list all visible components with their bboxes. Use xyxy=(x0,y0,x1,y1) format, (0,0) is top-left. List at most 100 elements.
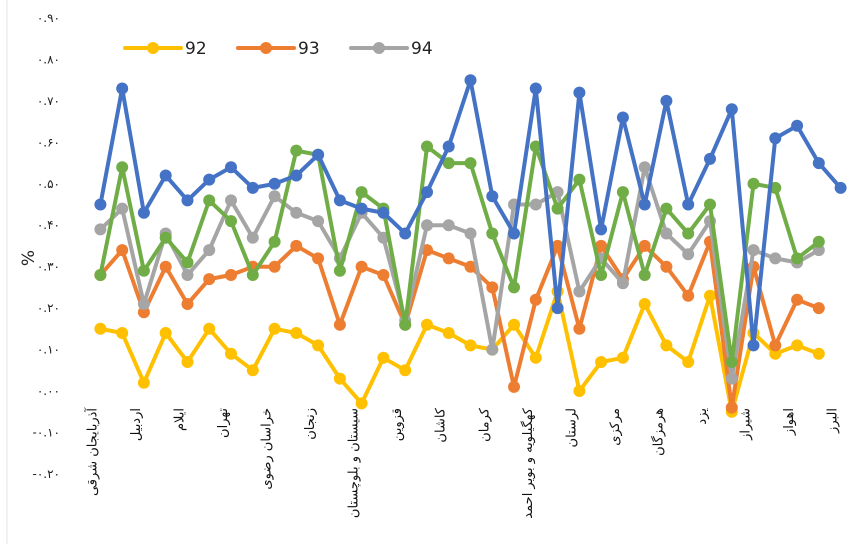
series-93 xyxy=(94,235,825,414)
data-point xyxy=(399,318,412,331)
data-point xyxy=(246,181,259,194)
data-point xyxy=(704,152,716,165)
data-point xyxy=(682,356,695,368)
data-point xyxy=(725,372,738,385)
data-point xyxy=(312,339,325,352)
y-tick-label: -۰.۱۰ xyxy=(33,425,60,439)
data-point xyxy=(638,198,651,211)
x-tick-label: البرز xyxy=(826,408,841,434)
data-point xyxy=(660,227,673,240)
data-point xyxy=(268,235,281,248)
data-point xyxy=(442,327,455,339)
data-point xyxy=(660,202,673,215)
data-point xyxy=(290,206,303,219)
data-point xyxy=(421,186,433,199)
data-point xyxy=(159,231,172,244)
data-point xyxy=(682,227,695,240)
data-point xyxy=(159,260,172,273)
data-point xyxy=(246,231,259,244)
x-tick-label: سیستان و بلوچستان xyxy=(347,408,362,518)
legend-swatch-marker xyxy=(147,42,159,54)
data-point xyxy=(268,260,281,273)
data-point xyxy=(442,252,455,265)
data-point xyxy=(508,281,520,294)
y-tick-label: ۰.۳۰ xyxy=(37,260,60,274)
x-tick-label: یزد xyxy=(695,408,710,425)
data-point xyxy=(355,186,368,199)
data-point xyxy=(812,235,825,248)
data-point xyxy=(812,347,825,360)
data-point xyxy=(399,364,412,377)
data-point xyxy=(225,215,237,228)
legend-label: 93 xyxy=(298,39,320,59)
x-tick-label: اهواز xyxy=(782,408,797,436)
data-point xyxy=(203,322,216,335)
data-point xyxy=(246,269,259,281)
data-point xyxy=(377,206,390,219)
x-tick-label: کرمان xyxy=(477,407,492,442)
data-point xyxy=(704,289,716,302)
data-point xyxy=(769,347,782,360)
data-point xyxy=(225,194,237,207)
data-point xyxy=(616,186,629,199)
data-point xyxy=(333,372,346,385)
series-line xyxy=(98,165,821,381)
data-point xyxy=(682,289,695,302)
data-point xyxy=(508,380,520,393)
y-tick-label: ۰.۲۰ xyxy=(37,301,60,315)
legend-item: 93 xyxy=(236,39,320,59)
data-point xyxy=(312,215,325,228)
data-point xyxy=(638,298,651,310)
data-point xyxy=(94,269,107,281)
data-point xyxy=(159,327,172,339)
data-point xyxy=(595,223,608,236)
data-point xyxy=(181,269,194,281)
data-point xyxy=(159,169,172,182)
x-tick-label: قزوین xyxy=(390,408,405,441)
x-tick-label: کهگیلویه و بویر احمد xyxy=(520,407,536,518)
data-point xyxy=(203,194,216,207)
data-point xyxy=(747,177,760,190)
y-tick-label: ۰.۱۰ xyxy=(37,343,60,357)
data-point xyxy=(442,157,455,170)
data-point xyxy=(573,322,586,335)
data-point xyxy=(834,181,847,194)
data-point xyxy=(573,385,586,397)
series-line xyxy=(98,289,821,414)
x-tick-label: مرکزی xyxy=(608,408,623,446)
x-tick-label: آذربایجان شرقی xyxy=(83,407,100,496)
series-line xyxy=(98,239,821,410)
data-point xyxy=(573,285,586,298)
data-point xyxy=(769,339,782,352)
data-point xyxy=(573,173,586,186)
data-point xyxy=(225,269,237,281)
x-tick-label: لرستان xyxy=(564,408,579,447)
data-point xyxy=(747,339,760,352)
axis-layer: ۰.۹۰ ۰.۸۰ ۰.۷۰ ۰.۶۰ ۰.۵۰ ۰.۴۰ ۰.۳۰ ۰.۲۰ ۰.۱۰ ۰.۰۰… xyxy=(6,0,841,544)
data-point xyxy=(464,260,477,273)
data-point xyxy=(508,227,520,240)
legend-swatch-marker xyxy=(373,42,385,54)
data-point xyxy=(355,260,368,273)
data-point xyxy=(181,356,194,368)
data-point xyxy=(268,177,281,190)
data-point xyxy=(638,239,651,252)
data-point xyxy=(290,144,303,157)
x-tick-label: شیراز xyxy=(739,408,754,441)
data-point xyxy=(290,169,303,182)
data-point xyxy=(377,269,390,281)
data-point xyxy=(225,347,237,360)
data-point xyxy=(529,198,542,211)
data-point xyxy=(116,202,129,215)
data-point xyxy=(333,318,346,331)
x-tick-label: تهران xyxy=(216,408,231,438)
data-point xyxy=(486,281,499,294)
data-point xyxy=(725,103,738,116)
x-tick-label: هرمزگان xyxy=(650,408,666,456)
data-point xyxy=(421,140,433,153)
data-point xyxy=(203,273,216,286)
data-point xyxy=(116,244,129,257)
series-92 xyxy=(94,285,825,418)
data-point xyxy=(529,82,542,95)
